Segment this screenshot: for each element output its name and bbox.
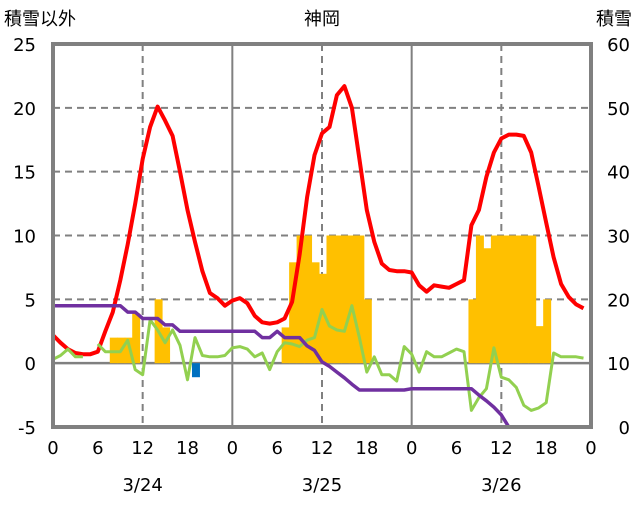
y-right-tick-label: 50 [607, 99, 630, 120]
y-left-tick-label: 25 [13, 35, 36, 56]
orange-bar [348, 235, 357, 364]
tick-labels: -5 0 5 10 15 20 25 0 10 20 30 40 50 60 0 6 12 18 0 6 12 18 0 6 1… [13, 35, 630, 496]
orange-bar [341, 235, 350, 364]
orange-bar [535, 326, 544, 364]
y-right-tick-label: 20 [607, 290, 630, 311]
y-left-tick-label: 20 [13, 99, 36, 120]
orange-bar [520, 235, 529, 364]
x-tick-label: 12 [490, 438, 513, 459]
x-tick-label: 6 [92, 438, 103, 459]
date-label: 3/24 [122, 475, 162, 496]
x-tick-label: 18 [176, 438, 199, 459]
x-tick-label: 18 [535, 438, 558, 459]
purple-line [53, 303, 584, 429]
x-tick-label: 0 [227, 438, 238, 459]
blue-bar [191, 363, 200, 378]
orange-bar [326, 235, 335, 364]
orange-bar [543, 299, 552, 364]
orange-bar [498, 235, 507, 364]
orange-bar [490, 235, 499, 364]
series-lines [51, 84, 585, 429]
orange-bar [289, 262, 298, 364]
plot-frame [51, 42, 593, 429]
x-tick-label: 0 [47, 438, 58, 459]
x-tick-label: 6 [271, 438, 282, 459]
orange-bar [132, 313, 141, 364]
orange-bar [483, 248, 492, 364]
orange-bar [475, 235, 484, 364]
x-tick-label: 0 [406, 438, 417, 459]
red-line [51, 84, 585, 357]
orange-bar [333, 235, 342, 364]
y-right-tick-label: 10 [607, 354, 630, 375]
x-tick-label: 18 [355, 438, 378, 459]
right-axis-label: 積雪 [596, 9, 632, 30]
orange-bar [513, 235, 522, 364]
y-right-tick-label: 40 [607, 163, 630, 184]
orange-bar [363, 299, 372, 364]
orange-bar [505, 235, 514, 364]
orange-bar [304, 235, 313, 364]
y-left-tick-label: 5 [25, 290, 36, 311]
orange-bar [356, 235, 365, 364]
y-right-tick-label: 0 [619, 418, 630, 439]
y-right-tick-label: 30 [607, 227, 630, 248]
orange-bar [528, 235, 537, 364]
orange-bar [311, 262, 320, 364]
orange-bar [296, 235, 305, 364]
x-tick-label: 0 [585, 438, 596, 459]
date-label: 3/25 [302, 475, 342, 496]
orange-bar [281, 327, 290, 364]
orange-bar [319, 273, 327, 364]
y-left-tick-label: -5 [18, 418, 36, 439]
y-left-tick-label: 10 [13, 227, 36, 248]
chart-title: 神岡 [304, 9, 340, 30]
bars [109, 235, 552, 378]
orange-bar [162, 327, 171, 364]
left-axis-label: 積雪以外 [4, 9, 76, 30]
x-tick-label: 12 [311, 438, 334, 459]
orange-bar [124, 337, 133, 364]
y-left-tick-label: 15 [13, 163, 36, 184]
y-left-tick-label: 0 [25, 354, 36, 375]
orange-bar [468, 299, 477, 364]
x-tick-label: 12 [131, 438, 154, 459]
green-line [52, 304, 584, 412]
y-right-tick-label: 60 [607, 35, 630, 56]
x-tick-label: 6 [451, 438, 462, 459]
date-label: 3/26 [481, 475, 521, 496]
